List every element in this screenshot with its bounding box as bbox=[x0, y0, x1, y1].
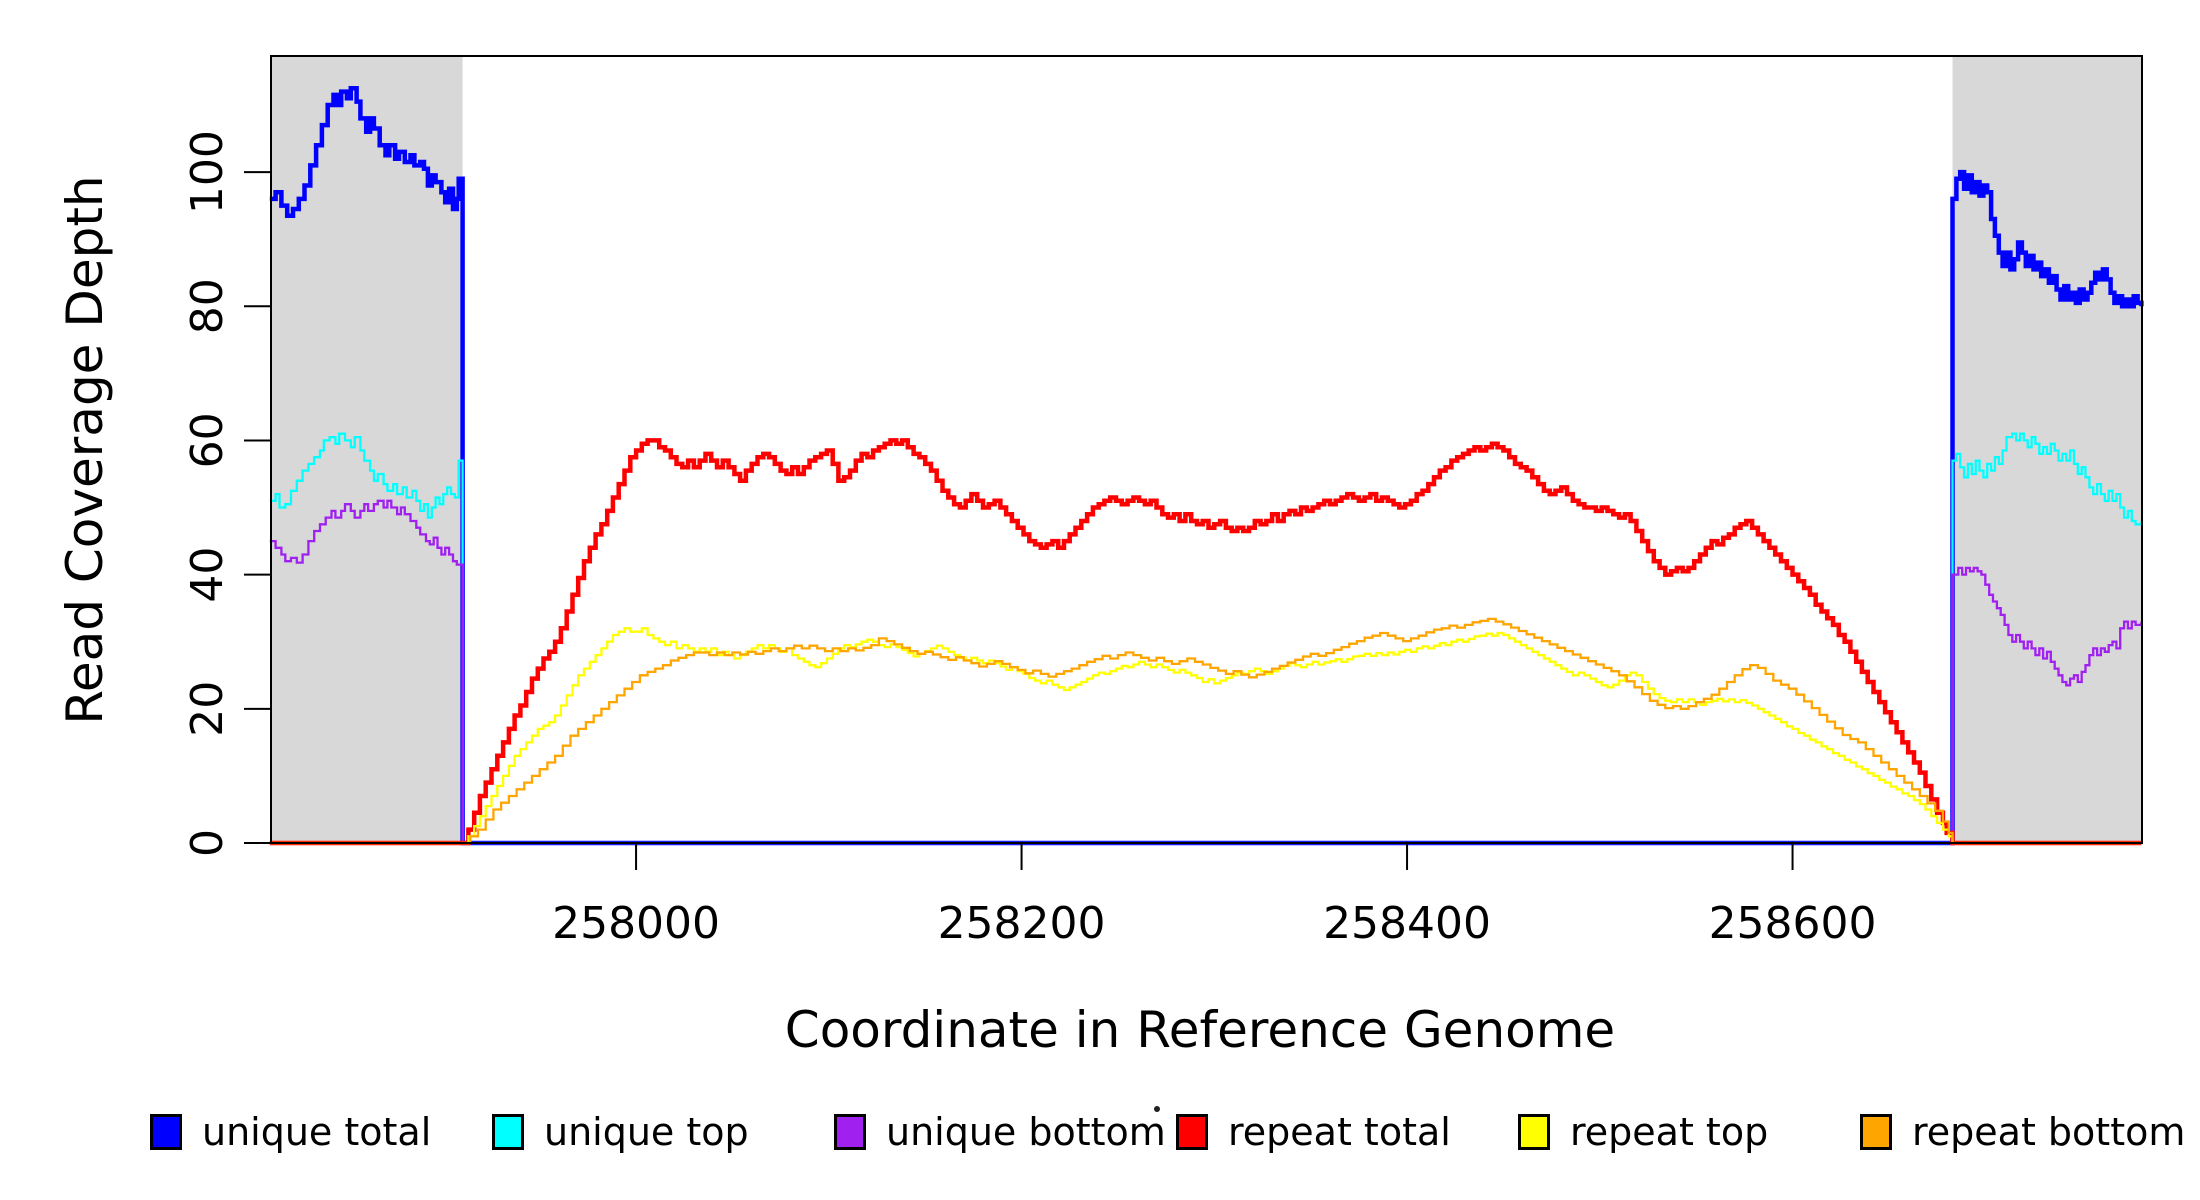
x-tick-label-258000: 258000 bbox=[552, 898, 720, 949]
legend-swatch-repeat-bottom bbox=[1860, 1114, 1892, 1150]
x-tick-label-258200: 258200 bbox=[938, 898, 1106, 949]
series-line-repeat-top bbox=[269, 627, 2142, 845]
legend-swatch-repeat-top bbox=[1518, 1114, 1550, 1150]
legend-label-repeat-total: repeat total bbox=[1228, 1110, 1451, 1154]
series-line-repeat-total bbox=[269, 438, 2142, 846]
legend-swatch-unique-bottom bbox=[834, 1114, 866, 1150]
legend-item-unique-top: unique top bbox=[492, 1112, 749, 1152]
legend-item-repeat-total: repeat total bbox=[1176, 1112, 1451, 1152]
legend-item-repeat-top: repeat top bbox=[1518, 1112, 1768, 1152]
y-tick-label-40: 40 bbox=[182, 547, 233, 603]
legend-label-unique-total: unique total bbox=[202, 1110, 432, 1154]
legend-item-unique-total: unique total bbox=[150, 1112, 431, 1152]
y-tick-label-20: 20 bbox=[182, 681, 233, 737]
y-tick-label-80: 80 bbox=[182, 278, 233, 334]
legend-item-unique-bottom: unique bottom bbox=[834, 1112, 1166, 1152]
legend-swatch-unique-total bbox=[150, 1114, 182, 1150]
y-tick-label-100: 100 bbox=[182, 130, 233, 214]
y-tick-label-0: 0 bbox=[182, 829, 233, 857]
x-tick-label-258400: 258400 bbox=[1323, 898, 1491, 949]
stray-dot bbox=[1154, 1106, 1160, 1112]
plot-frame bbox=[270, 55, 2143, 844]
series-line-unique-bottom bbox=[269, 499, 2143, 845]
series-line-repeat-bottom bbox=[269, 617, 2142, 845]
x-tick-label-258600: 258600 bbox=[1709, 898, 1877, 949]
legend-label-repeat-bottom: repeat bottom bbox=[1912, 1110, 2186, 1154]
legend-label-unique-bottom: unique bottom bbox=[886, 1110, 1166, 1154]
series-line-unique-top bbox=[269, 432, 2143, 845]
x-axis-title: Coordinate in Reference Genome bbox=[784, 1001, 1616, 1059]
legend-item-repeat-bottom: repeat bottom bbox=[1860, 1112, 2185, 1152]
y-tick-label-60: 60 bbox=[182, 412, 233, 468]
legend-swatch-unique-top bbox=[492, 1114, 524, 1150]
legend-label-unique-top: unique top bbox=[544, 1110, 749, 1154]
y-axis-title: Read Coverage Depth bbox=[56, 175, 114, 725]
series-line-unique-total bbox=[269, 85, 2144, 846]
legend-swatch-repeat-total bbox=[1176, 1114, 1208, 1150]
legend-label-repeat-top: repeat top bbox=[1570, 1110, 1769, 1154]
